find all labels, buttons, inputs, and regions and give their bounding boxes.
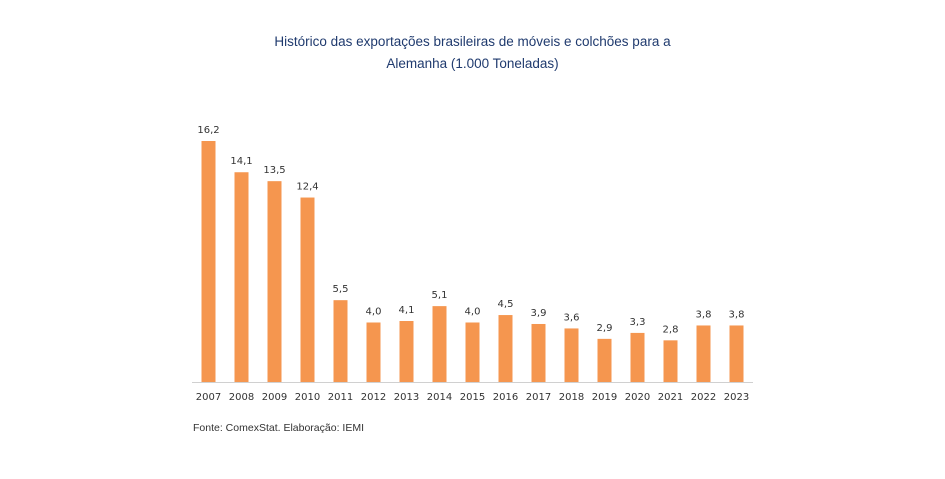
data-label-2009: 13,5 [263,165,285,176]
x-tick-label-2023: 2023 [724,392,749,403]
x-tick-label-2014: 2014 [427,392,452,403]
data-label-2008: 14,1 [230,156,252,167]
x-tick-label-2021: 2021 [658,392,683,403]
bar-2019 [597,338,612,382]
chart-title-line-1: Histórico das exportações brasileiras de… [274,34,671,49]
x-tick-label-2007: 2007 [196,392,221,403]
bar-2021 [663,340,678,382]
data-label-2021: 2,8 [663,324,679,335]
data-label-2010: 12,4 [296,182,318,193]
data-label-2016: 4,5 [498,299,514,310]
x-tick-label-2020: 2020 [625,392,650,403]
x-tick-label-2011: 2011 [328,392,353,403]
bar-2017 [531,323,546,382]
x-tick-label-2015: 2015 [460,392,485,403]
bar-2015 [465,322,480,382]
source-note: Fonte: ComexStat. Elaboração: IEMI [193,422,364,434]
bar-2016 [498,315,513,382]
data-label-2013: 4,1 [399,305,415,316]
x-tick-label-2009: 2009 [262,392,287,403]
bar-2011 [333,300,348,382]
x-tick-label-2018: 2018 [559,392,584,403]
data-label-2023: 3,8 [729,309,745,320]
bar-2009 [267,181,282,382]
x-tick-label-2017: 2017 [526,392,551,403]
bar-2020 [630,332,645,382]
bar-2013 [399,321,414,382]
data-label-2015: 4,0 [465,306,481,317]
bar-2008 [234,172,249,382]
bar-2012 [366,322,381,382]
data-label-2020: 3,3 [630,317,646,328]
data-label-2018: 3,6 [564,312,580,323]
x-tick-label-2019: 2019 [592,392,617,403]
bar-2014 [432,306,447,382]
x-tick-label-2022: 2022 [691,392,716,403]
data-label-2022: 3,8 [696,309,712,320]
bar-2007 [201,141,216,382]
x-tick-label-2016: 2016 [493,392,518,403]
x-tick-label-2012: 2012 [361,392,386,403]
data-label-2014: 5,1 [432,290,448,301]
data-label-2019: 2,9 [597,323,613,334]
bar-2018 [564,328,579,382]
bar-2022 [696,325,711,382]
data-label-2011: 5,5 [333,284,349,295]
data-label-2017: 3,9 [531,308,547,319]
bar-2010 [300,197,315,382]
x-tick-label-2010: 2010 [295,392,320,403]
x-tick-label-2008: 2008 [229,392,254,403]
data-label-2007: 16,2 [197,125,219,136]
chart-title-line-2: Alemanha (1.000 Toneladas) [386,56,559,71]
data-label-2012: 4,0 [366,306,382,317]
bar-2023 [729,325,744,382]
x-tick-label-2013: 2013 [394,392,419,403]
